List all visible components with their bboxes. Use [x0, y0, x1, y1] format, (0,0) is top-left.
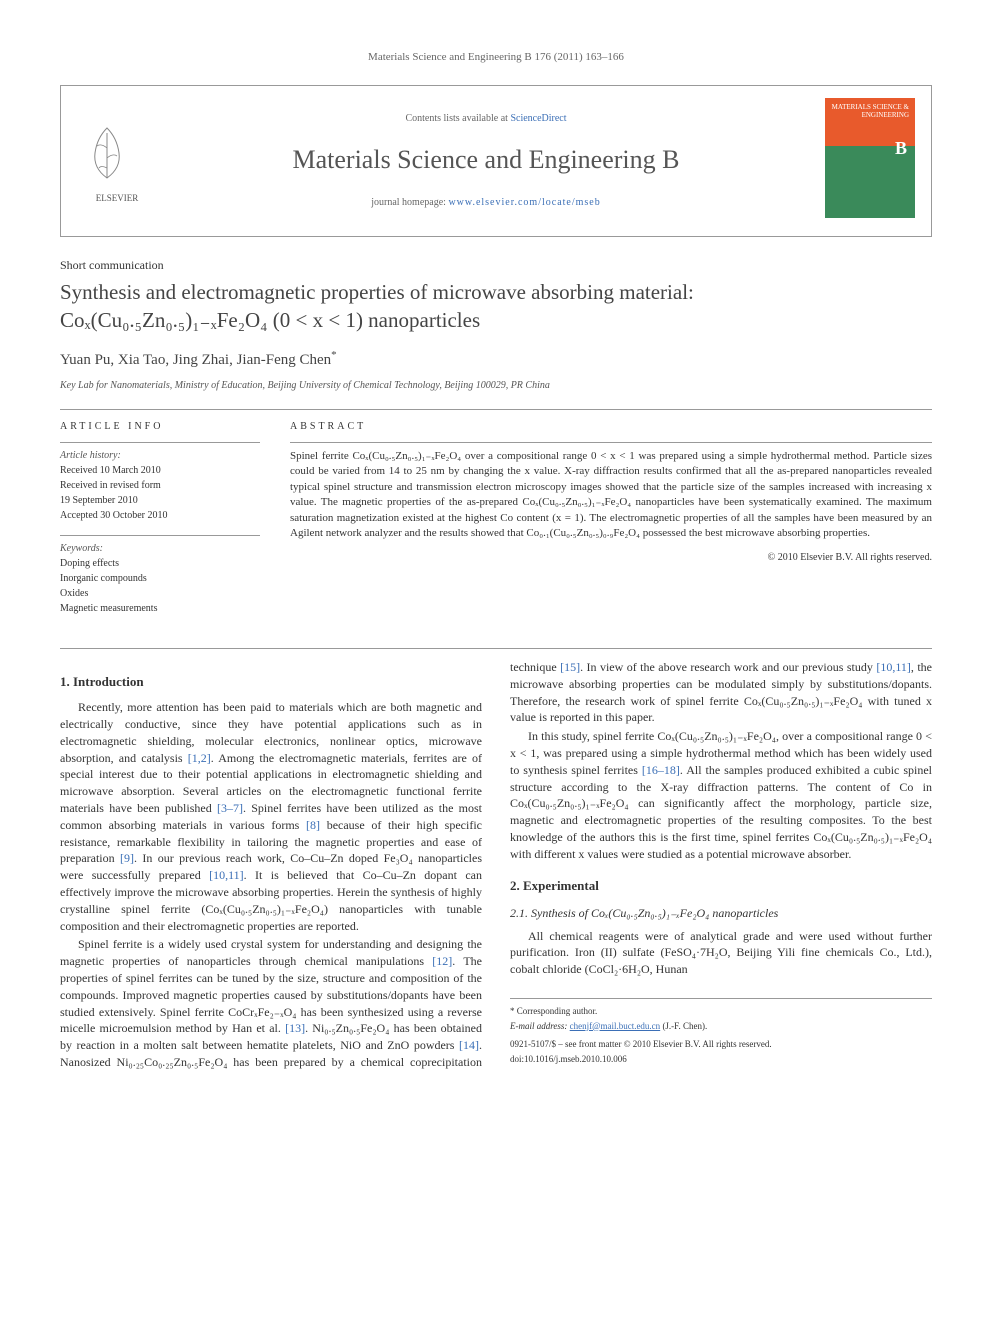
author-list: Yuan Pu, Xia Tao, Jing Zhai, Jian-Feng C…	[60, 348, 932, 371]
history-line: 19 September 2010	[60, 494, 260, 508]
keyword-item: Inorganic compounds	[60, 572, 260, 586]
body-paragraph: In this study, spinel ferrite Coₓ(Cu₀.₅Z…	[510, 728, 932, 862]
corresponding-marker: *	[331, 349, 337, 361]
text-run: . All the samples produced exhibited a c…	[510, 763, 932, 861]
article-history-block: Article history: Received 10 March 2010 …	[60, 442, 260, 523]
email-line: E-mail address: chenjf@mail.buct.edu.cn …	[510, 1020, 932, 1033]
journal-homepage-link[interactable]: www.elsevier.com/locate/mseb	[448, 197, 600, 208]
homepage-prefix: journal homepage:	[371, 197, 448, 208]
section-heading-introduction: 1. Introduction	[60, 673, 482, 691]
citation-link[interactable]: [3–7]	[217, 801, 243, 815]
body-two-column: 1. Introduction Recently, more attention…	[60, 659, 932, 1071]
authors-text: Yuan Pu, Xia Tao, Jing Zhai, Jian-Feng C…	[60, 352, 331, 368]
keywords-block: Keywords: Doping effects Inorganic compo…	[60, 535, 260, 616]
text-run: Spinel ferrite is a widely used crystal …	[60, 937, 482, 968]
divider	[60, 409, 932, 410]
title-line-1: Synthesis and electromagnetic properties…	[60, 280, 694, 304]
publisher-logo-col: ELSEVIER	[77, 118, 157, 205]
journal-cover-thumbnail: B	[825, 98, 915, 218]
citation-link[interactable]: [14]	[459, 1038, 479, 1052]
email-label: E-mail address:	[510, 1021, 570, 1031]
citation-link[interactable]: [13]	[285, 1021, 305, 1035]
history-label: Article history:	[60, 449, 260, 463]
history-line: Received 10 March 2010	[60, 464, 260, 478]
body-paragraph: All chemical reagents were of analytical…	[510, 928, 932, 978]
history-line: Accepted 30 October 2010	[60, 509, 260, 523]
title-line-2: Coₓ(Cu₀.₅Zn₀.₅)₁₋ₓFe₂O₄ (0 < x < 1) nano…	[60, 308, 480, 332]
citation-link[interactable]: [10,11]	[209, 868, 244, 882]
corresponding-email-link[interactable]: chenjf@mail.buct.edu.cn	[570, 1021, 661, 1031]
citation-link[interactable]: [16–18]	[642, 763, 680, 777]
text-run: . In view of the above research work and…	[580, 660, 876, 674]
sciencedirect-link[interactable]: ScienceDirect	[510, 113, 566, 124]
subsection-heading-synthesis: 2.1. Synthesis of Coₓ(Cu₀.₅Zn₀.₅)₁₋ₓFe₂O…	[510, 905, 932, 922]
contents-prefix: Contents lists available at	[405, 113, 510, 124]
abstract-column: abstract Spinel ferrite Coₓ(Cu₀.₅Zn₀.₅)₁…	[290, 420, 932, 628]
journal-homepage-line: journal homepage: www.elsevier.com/locat…	[157, 196, 815, 210]
cover-thumbnail-col: B	[815, 98, 915, 223]
info-abstract-row: article info Article history: Received 1…	[60, 420, 932, 628]
keyword-item: Oxides	[60, 587, 260, 601]
elsevier-tree-icon	[77, 118, 137, 188]
history-line: Received in revised form	[60, 479, 260, 493]
abstract-copyright: © 2010 Elsevier B.V. All rights reserved…	[290, 551, 932, 565]
running-header: Materials Science and Engineering B 176 …	[60, 50, 932, 65]
abstract-text: Spinel ferrite Coₓ(Cu₀.₅Zn₀.₅)₁₋ₓFe₂O₄ o…	[290, 442, 932, 541]
article-info-column: article info Article history: Received 1…	[60, 420, 260, 628]
keywords-label: Keywords:	[60, 542, 260, 556]
publisher-name: ELSEVIER	[77, 192, 157, 205]
citation-link[interactable]: [15]	[560, 660, 580, 674]
article-info-heading: article info	[60, 420, 260, 434]
citation-link[interactable]: [1,2]	[188, 751, 211, 765]
paper-title: Synthesis and electromagnetic properties…	[60, 279, 932, 334]
email-suffix: (J.-F. Chen).	[660, 1021, 707, 1031]
issn-copyright-line: 0921-5107/$ – see front matter © 2010 El…	[510, 1038, 932, 1051]
footnote-block: * Corresponding author. E-mail address: …	[510, 998, 932, 1065]
section-heading-experimental: 2. Experimental	[510, 877, 932, 895]
journal-center: Contents lists available at ScienceDirec…	[157, 112, 815, 210]
keyword-item: Doping effects	[60, 557, 260, 571]
journal-title: Materials Science and Engineering B	[157, 142, 815, 178]
citation-link[interactable]: [10,11]	[876, 660, 911, 674]
divider	[60, 648, 932, 649]
abstract-heading: abstract	[290, 420, 932, 434]
contents-available-line: Contents lists available at ScienceDirec…	[157, 112, 815, 126]
article-type: Short communication	[60, 257, 932, 274]
keyword-item: Magnetic measurements	[60, 602, 260, 616]
affiliation: Key Lab for Nanomaterials, Ministry of E…	[60, 379, 932, 393]
journal-header-box: ELSEVIER Contents lists available at Sci…	[60, 85, 932, 236]
doi-line: doi:10.1016/j.mseb.2010.10.006	[510, 1053, 932, 1066]
corresponding-author-note: * Corresponding author.	[510, 1005, 932, 1018]
citation-link[interactable]: [9]	[120, 851, 134, 865]
citation-link[interactable]: [12]	[432, 954, 452, 968]
citation-link[interactable]: [8]	[306, 818, 320, 832]
body-paragraph: Recently, more attention has been paid t…	[60, 699, 482, 934]
